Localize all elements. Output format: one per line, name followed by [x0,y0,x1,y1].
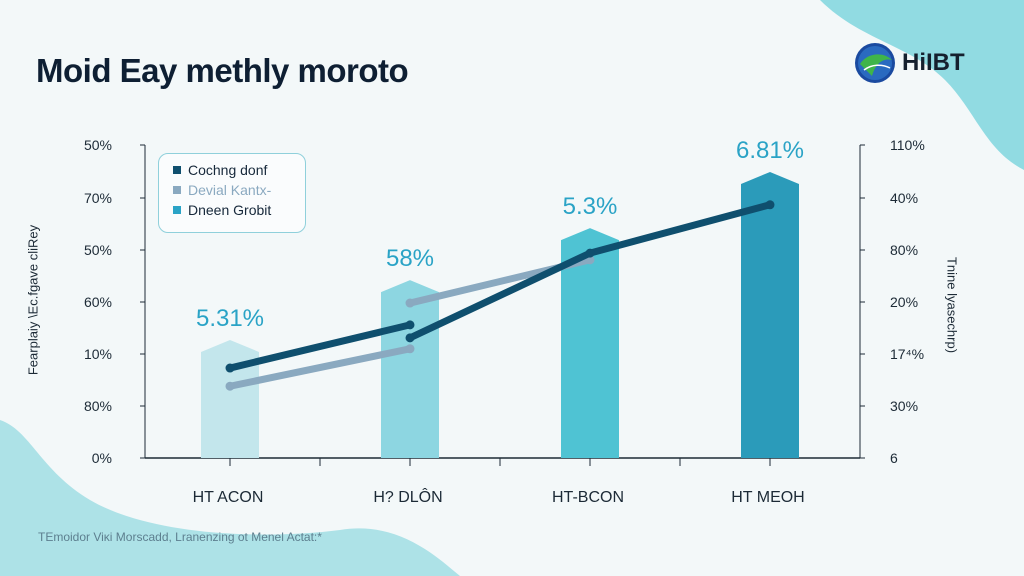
globe-swoosh-logo-icon [855,43,895,83]
bar [741,172,799,458]
right-tick-label: 17⁴% [890,346,924,362]
bar-data-label: 5.3% [563,193,618,220]
right-tick-label: 110% [890,137,925,153]
bar [561,228,619,458]
left-tick-label: 80% [84,398,112,414]
right-tick-label: 20% [890,294,918,310]
series-point [765,200,775,210]
right-tick-label: 30% [890,398,918,414]
series-point [225,363,235,373]
legend-label: Cochng donf [188,162,268,178]
right-tick-label: 6 [890,450,898,466]
series-line [226,321,414,372]
legend-swatch [173,206,181,214]
left-tick-label: 50% [84,242,112,258]
legend-item: Cochng donf [173,160,305,180]
footnote: TEmoidor Viĸi Morscadd, Lranenzing ot Me… [38,530,322,544]
series-point [405,320,415,330]
bar [381,280,439,458]
x-tick-label: HT MEOH [731,489,804,506]
bar-data-label: 6.81% [736,137,804,164]
x-tick-label: HT ACON [193,489,264,506]
series-point [405,333,415,343]
series-point [585,248,595,258]
left-tick-label: 10% [84,346,112,362]
series-point [405,344,415,354]
legend: Cochng donf Devial Kantx- Dneen Grobit [158,153,306,233]
legend-item: Dneen Grobit [173,200,305,220]
right-tick-label: 40% [890,190,918,206]
left-tick-label: 0% [92,450,112,466]
bar [201,339,259,458]
bar-data-label: 5.31% [196,305,264,332]
bar-data-label: 58% [386,245,434,272]
series-point [225,381,235,391]
left-tick-label: 70% [84,190,112,206]
legend-swatch [173,186,181,194]
legend-swatch [173,166,181,174]
left-tick-label: 50% [84,137,112,153]
x-tick-label: H? DLÔN [373,487,442,506]
legend-item: Devial Kantx- [173,180,305,200]
left-tick-label: 60% [84,294,112,310]
x-tick-label: HT-BCON [552,489,624,506]
logo: HiIBT [854,42,965,84]
right-tick-label: 80% [890,242,918,258]
legend-label: Dneen Grobit [188,202,272,218]
logo-text: HiIBT [902,49,965,76]
series-line [226,345,414,390]
chart-title: Moid Eay methly moroto [36,52,409,89]
legend-label: Devial Kantx- [188,182,272,198]
series-point [405,298,415,308]
